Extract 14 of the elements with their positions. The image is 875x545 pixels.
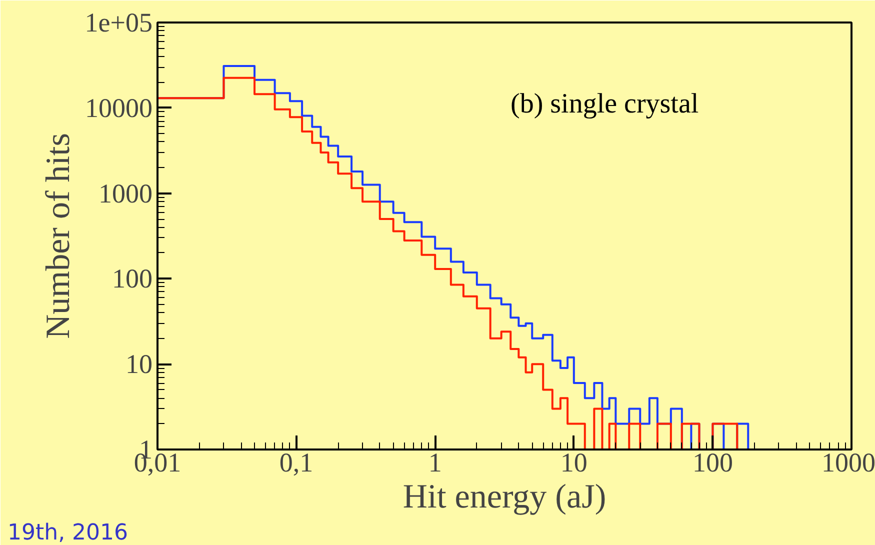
y-axis-title: Number of hits [40,133,77,339]
y-tick-label: 1e+05 [84,8,153,38]
y-tick-label: 1000 [98,178,152,208]
x-tick-label: 0,1 [279,448,314,478]
x-tick-label: 100 [692,448,733,478]
y-tick-label: 10000 [85,92,152,123]
text: 19th, 2016 [8,520,128,545]
x-tick-label: 1 [428,448,442,478]
x-axis-title: Hit energy (aJ) [402,478,606,516]
annotation: (b) single crystal [510,88,699,120]
x-tick-label: 10 [560,448,588,478]
x-tick-label: 1000 [822,448,875,478]
y-tick-label: 100 [112,264,152,294]
y-tick-label: 10 [126,349,152,380]
